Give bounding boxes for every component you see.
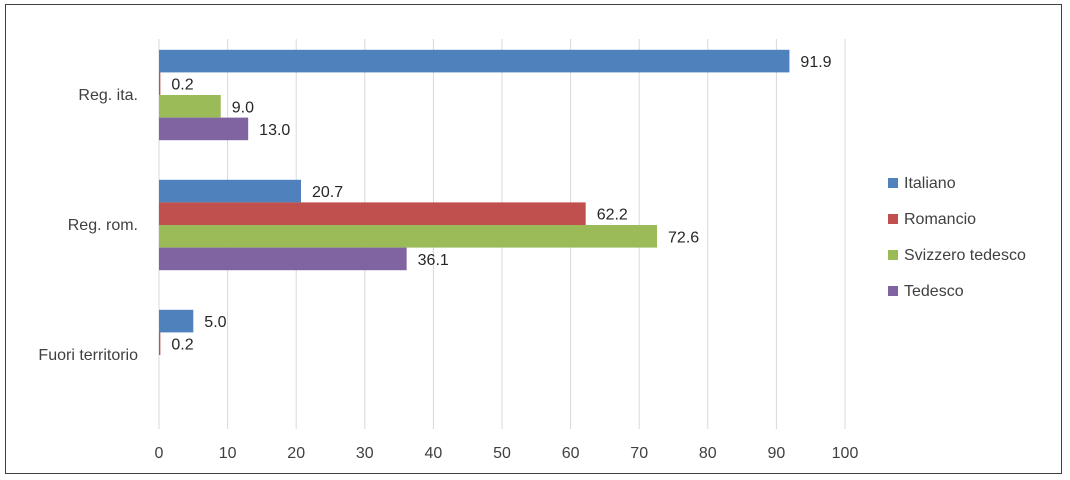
data-label: 9.0 [232,99,254,116]
x-tick-label: 30 [356,445,374,462]
bar [159,117,249,141]
bar [159,202,586,225]
category-label: Fuori territorio [38,347,138,364]
x-tick-label: 70 [630,445,648,462]
data-label: 62.2 [597,207,628,224]
x-tick-label: 90 [768,445,786,462]
bar-chart: 91.9 0.2 9.0 13.0 20.7 62.2 72.6 36.1 5.0 0.2 Reg… [38,39,1026,462]
legend-label: Svizzero tedesco [904,247,1026,264]
legend-swatch [888,214,898,224]
legend-label: Tedesco [904,283,964,300]
legend-label: Italiano [904,175,956,192]
legend-swatch [888,286,898,296]
legend-swatch [888,250,898,260]
data-label: 91.9 [800,54,831,71]
bar [159,72,161,95]
x-tick-label: 10 [219,445,237,462]
x-tick-label: 40 [425,445,443,462]
x-tick-label: 50 [493,445,511,462]
bar [159,247,407,271]
bar [159,95,221,118]
category-labels: Reg. ita. Reg. rom. Fuori territorio [38,87,138,364]
data-labels: 91.9 0.2 9.0 13.0 20.7 62.2 72.6 36.1 5.0 0.2 [171,54,831,354]
bar [159,49,790,73]
x-tick-label: 60 [562,445,580,462]
data-label: 72.6 [668,229,699,246]
data-label: 20.7 [312,184,343,201]
bar [159,309,194,333]
bars [159,49,790,355]
x-tick-label: 0 [155,445,164,462]
legend-swatch [888,178,898,188]
x-tick-label: 100 [832,445,859,462]
category-label: Reg. rom. [68,217,138,234]
data-label: 13.0 [259,122,290,139]
data-label: 0.2 [171,77,193,94]
bar [159,332,161,355]
bar [159,179,302,203]
data-label: 36.1 [418,252,449,269]
x-tick-labels: 0 10 20 30 40 50 60 70 80 90 100 [155,445,859,462]
bar [159,225,658,248]
chart-frame: 91.9 0.2 9.0 13.0 20.7 62.2 72.6 36.1 5.0 0.2 Reg… [5,4,1062,474]
data-label: 5.0 [204,314,226,331]
legend-label: Romancio [904,211,976,228]
x-tick-label: 80 [699,445,717,462]
legend: Italiano Romancio Svizzero tedesco Tedesco [888,175,1026,300]
x-tick-label: 20 [287,445,305,462]
data-label: 0.2 [171,337,193,354]
category-label: Reg. ita. [78,87,138,104]
